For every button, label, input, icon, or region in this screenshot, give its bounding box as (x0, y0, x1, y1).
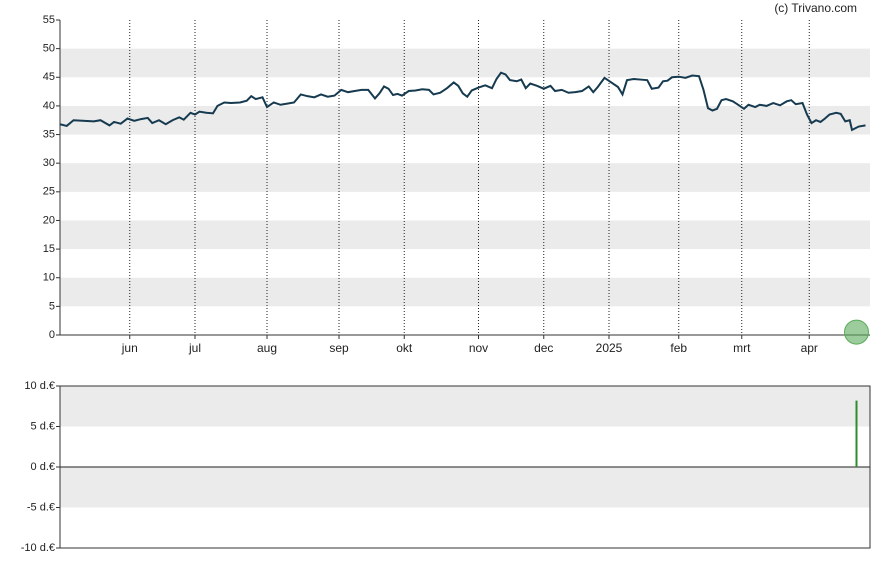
y-tick-label: 50 (43, 43, 55, 55)
grid-band (60, 386, 870, 427)
x-tick-label: okt (396, 341, 413, 355)
y-tick-label: 30 (43, 157, 55, 169)
x-tick-label: jul (188, 341, 201, 355)
y-tick-label: 40 (43, 100, 55, 112)
grid-band (60, 48, 870, 78)
y-tick-label: 35 (43, 128, 55, 140)
price-line (59, 71, 866, 132)
x-tick-label: apr (801, 341, 818, 355)
y-tick-label: 45 (43, 71, 55, 83)
source: (c) Trivano.com (774, 1, 857, 15)
plot-frame (59, 385, 871, 549)
grid-band (60, 163, 870, 192)
y-tick-label: -5 d.€ (27, 501, 55, 513)
y-tick-label: 5 d.€ (31, 420, 55, 432)
y-tick-label: 55 (43, 14, 55, 26)
y-tick-label: 10 d.€ (24, 380, 55, 392)
x-tick-label: dec (534, 341, 553, 355)
y-tick-label: -10 d.€ (21, 542, 55, 554)
y-tick-label: 5 (49, 300, 55, 312)
y-tick-label: 25 (43, 186, 55, 198)
event-marker (844, 319, 869, 345)
bar (855, 400, 858, 467)
grid-band (60, 277, 870, 307)
grid-band (60, 105, 870, 135)
x-tick-label: nov (469, 341, 488, 355)
x-tick-label: aug (257, 341, 277, 355)
x-tick-label: sep (329, 341, 349, 355)
y-tick-label: 15 (43, 243, 55, 255)
grid-band (60, 220, 870, 250)
y-tick-label: 20 (43, 214, 55, 226)
x-tick-label: feb (670, 341, 687, 355)
y-tick-label: 0 d.€ (31, 461, 55, 473)
x-tick-label: mrt (733, 341, 751, 355)
y-tick-label: 0 (49, 329, 55, 341)
x-tick-label: 2025 (596, 341, 623, 355)
grid-band (60, 467, 870, 508)
y-tick-label: 10 (43, 272, 55, 284)
x-tick-label: jun (121, 341, 138, 355)
